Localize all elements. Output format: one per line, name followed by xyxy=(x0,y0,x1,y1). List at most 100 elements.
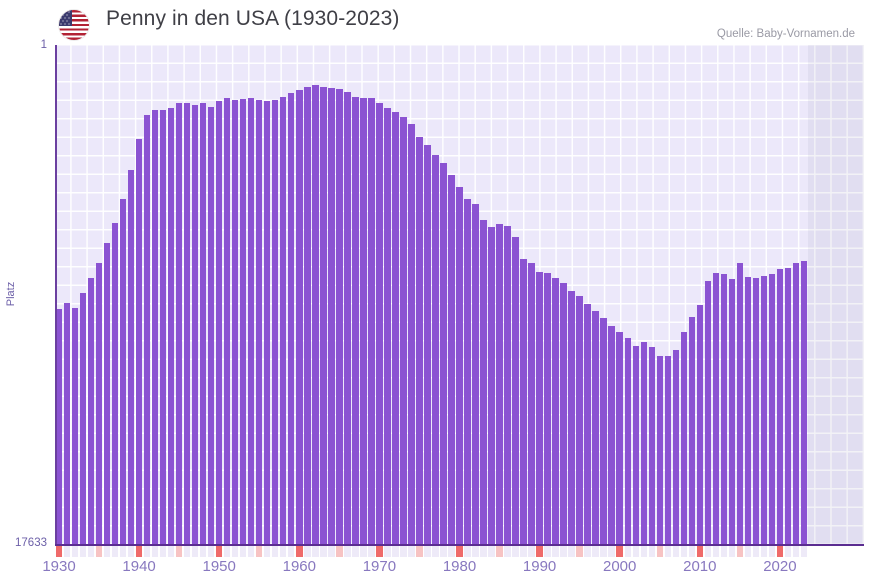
bar-2004[interactable] xyxy=(648,346,655,544)
bar-2020[interactable] xyxy=(776,268,784,544)
bar-1947[interactable] xyxy=(191,105,199,544)
bar-1938[interactable] xyxy=(119,199,127,544)
bar-1943[interactable] xyxy=(159,110,167,544)
bar-1962[interactable] xyxy=(312,85,319,544)
bar-2018[interactable] xyxy=(760,276,768,544)
x-tick-1936 xyxy=(103,546,111,557)
bar-1995[interactable] xyxy=(576,296,583,544)
bar-1983[interactable] xyxy=(480,219,487,544)
bar-1976[interactable] xyxy=(424,144,431,544)
bar-2021[interactable] xyxy=(784,267,792,544)
bar-2016[interactable] xyxy=(744,277,752,544)
bar-1940[interactable] xyxy=(135,138,143,544)
bar-1941[interactable] xyxy=(143,115,151,544)
bar-1956[interactable] xyxy=(264,101,271,544)
bar-1963[interactable] xyxy=(320,86,327,544)
bar-2005[interactable] xyxy=(656,356,663,544)
bar-1979[interactable] xyxy=(448,174,455,544)
bar-1964[interactable] xyxy=(328,88,335,544)
bar-2019[interactable] xyxy=(768,274,776,544)
bar-1970[interactable] xyxy=(376,103,383,544)
bar-1937[interactable] xyxy=(111,223,119,544)
bar-1968[interactable] xyxy=(360,97,367,544)
bar-1961[interactable] xyxy=(304,87,311,544)
x-tick-1968 xyxy=(360,546,367,557)
bar-1993[interactable] xyxy=(560,282,567,544)
bar-2014[interactable] xyxy=(728,278,736,544)
bar-1936[interactable] xyxy=(103,243,111,544)
bar-1952[interactable] xyxy=(232,99,239,544)
bar-1949[interactable] xyxy=(207,107,215,544)
bar-1994[interactable] xyxy=(568,291,575,544)
bar-1977[interactable] xyxy=(432,154,439,544)
bar-1972[interactable] xyxy=(392,112,399,544)
bar-1946[interactable] xyxy=(183,103,191,544)
bar-1997[interactable] xyxy=(592,311,599,544)
bar-2023[interactable] xyxy=(800,261,808,544)
bar-1932[interactable] xyxy=(71,307,79,544)
bar-1954[interactable] xyxy=(248,98,255,544)
bar-1992[interactable] xyxy=(552,278,559,544)
bar-1969[interactable] xyxy=(368,97,375,544)
bar-1999[interactable] xyxy=(608,326,615,544)
bar-1984[interactable] xyxy=(488,226,495,544)
bar-1973[interactable] xyxy=(400,117,407,544)
bar-1948[interactable] xyxy=(199,103,207,544)
bar-1930[interactable] xyxy=(55,308,63,544)
bar-1959[interactable] xyxy=(288,93,295,544)
bar-1933[interactable] xyxy=(79,293,87,544)
x-tick-2018 xyxy=(760,546,768,557)
bar-2013[interactable] xyxy=(720,274,728,544)
bar-1934[interactable] xyxy=(87,278,95,544)
bar-1981[interactable] xyxy=(464,198,471,544)
bar-1989[interactable] xyxy=(528,262,535,544)
bar-1985[interactable] xyxy=(496,223,503,544)
bar-1945[interactable] xyxy=(175,103,183,544)
bar-1986[interactable] xyxy=(504,226,511,544)
bar-2006[interactable] xyxy=(664,356,671,544)
bar-1957[interactable] xyxy=(272,100,279,544)
bar-1971[interactable] xyxy=(384,107,391,544)
bar-1935[interactable] xyxy=(95,263,103,544)
bar-1991[interactable] xyxy=(544,273,551,544)
bar-2009[interactable] xyxy=(688,317,695,544)
bar-2000[interactable] xyxy=(616,332,623,544)
bar-1980[interactable] xyxy=(456,186,463,544)
bar-1990[interactable] xyxy=(536,272,543,544)
bar-2011[interactable] xyxy=(704,281,711,544)
bar-1939[interactable] xyxy=(127,170,135,544)
bar-1966[interactable] xyxy=(344,91,351,544)
bar-1987[interactable] xyxy=(512,236,519,544)
bar-2015[interactable] xyxy=(736,262,744,544)
bar-1951[interactable] xyxy=(224,98,231,544)
bar-1960[interactable] xyxy=(296,90,303,544)
bar-1950[interactable] xyxy=(215,101,223,544)
bar-1974[interactable] xyxy=(408,123,415,544)
bar-1958[interactable] xyxy=(280,97,287,544)
bar-2002[interactable] xyxy=(632,345,639,544)
bar-1978[interactable] xyxy=(440,163,447,544)
bar-2012[interactable] xyxy=(712,273,720,544)
bar-2003[interactable] xyxy=(640,342,647,544)
x-tick-1949 xyxy=(207,546,215,557)
bar-2017[interactable] xyxy=(752,278,760,544)
bar-2007[interactable] xyxy=(672,349,679,544)
bar-2008[interactable] xyxy=(680,332,687,544)
bar-2001[interactable] xyxy=(624,337,631,544)
bar-1967[interactable] xyxy=(352,96,359,544)
bar-1975[interactable] xyxy=(416,136,423,544)
bar-1996[interactable] xyxy=(584,303,591,544)
bar-1965[interactable] xyxy=(336,89,343,544)
bar-series xyxy=(55,45,864,544)
bar-1953[interactable] xyxy=(240,98,247,544)
bar-2022[interactable] xyxy=(792,263,800,544)
bar-1931[interactable] xyxy=(63,303,71,544)
bar-1942[interactable] xyxy=(151,110,159,544)
bar-1955[interactable] xyxy=(256,99,263,544)
bar-1944[interactable] xyxy=(167,107,175,544)
bar-1998[interactable] xyxy=(600,317,607,544)
bar-1988[interactable] xyxy=(520,258,527,544)
bar-1982[interactable] xyxy=(472,204,479,544)
bar-2010[interactable] xyxy=(696,304,703,544)
